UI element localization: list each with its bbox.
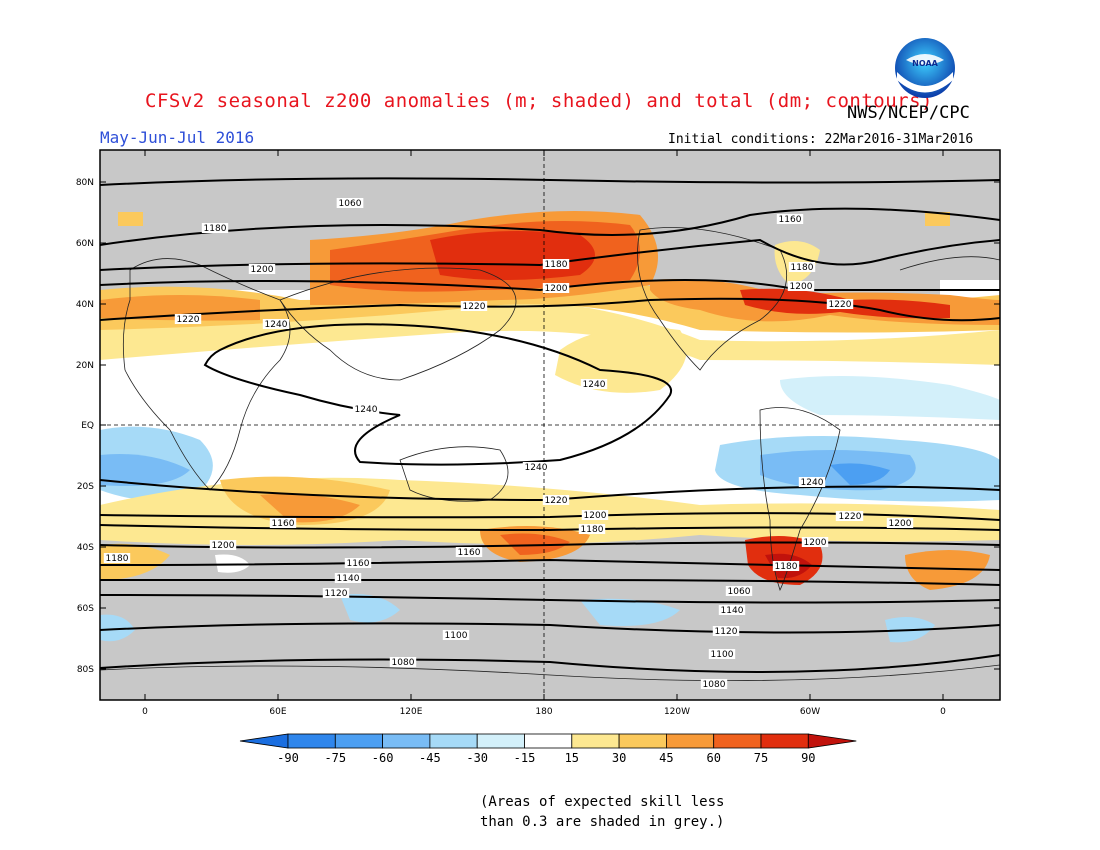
contour-label: 1160 (272, 519, 295, 529)
lon-tick-label: 60W (800, 707, 820, 717)
contour-label: 1220 (463, 302, 486, 312)
contour-label: 1120 (715, 627, 738, 637)
contour-label: 1080 (392, 658, 415, 668)
lat-tick-label: 60N (76, 239, 94, 249)
skill-note: (Areas of expected skill less than 0.3 a… (480, 792, 724, 832)
contour-label: 1140 (721, 606, 744, 616)
contour-label: 1240 (355, 405, 378, 415)
contour-label: 1220 (545, 496, 568, 506)
colorbar-label: 15 (565, 751, 579, 765)
contour-label: 1240 (801, 478, 824, 488)
contour-label: 1240 (265, 320, 288, 330)
colorbar-label: -15 (514, 751, 536, 765)
contour-label: 1160 (779, 215, 802, 225)
season-label: May-Jun-Jul 2016 (100, 128, 255, 147)
colorbar-label: -45 (419, 751, 441, 765)
contour-label: 1180 (791, 263, 814, 273)
colorbar: -90 -75 -60 -45 -30 -15 15 30 45 60 75 90 (239, 733, 857, 765)
contour-label: 1200 (804, 538, 827, 548)
contour-label: 1180 (775, 562, 798, 572)
anomaly-shading (100, 150, 1000, 700)
contour-label: 1120 (325, 589, 348, 599)
contour-label: 1100 (445, 631, 468, 641)
contour-label: 1200 (889, 519, 912, 529)
contour-label: 1160 (347, 559, 370, 569)
initial-conditions-label: Initial conditions: 22Mar2016-31Mar2016 (668, 132, 974, 147)
contour-label: 1180 (581, 525, 604, 535)
coastlines (100, 227, 1000, 682)
contour-label: 1060 (728, 587, 751, 597)
contour-label: 1200 (545, 284, 568, 294)
colorbar-label: -60 (372, 751, 394, 765)
contour-label: 1160 (458, 548, 481, 558)
contour-label: 1200 (212, 541, 235, 551)
lon-tick-label: 120W (664, 707, 690, 717)
lon-tick-label: 0 (142, 707, 148, 717)
colorbar-label: 45 (659, 751, 673, 765)
lon-tick-label: 180 (535, 707, 552, 717)
height-contours (100, 177, 1000, 673)
lat-tick-label: 40S (77, 543, 94, 553)
latitude-axis: 80N 60N 40N 20N EQ 20S 40S 60S 80S (76, 178, 1000, 675)
contour-label: 1200 (251, 265, 274, 275)
lat-tick-label: 20S (77, 482, 94, 492)
contour-label: 1240 (583, 380, 606, 390)
colorbar-label: -30 (466, 751, 488, 765)
skill-note-line-1: (Areas of expected skill less (480, 794, 725, 810)
map-title: CFSv2 seasonal z200 anomalies (m; shaded… (145, 90, 933, 112)
contour-label: 1060 (339, 199, 362, 209)
lat-tick-label: 80S (77, 665, 94, 675)
contour-label: 1100 (711, 650, 734, 660)
lon-tick-label: 120E (400, 707, 423, 717)
contour-label: 1180 (106, 554, 129, 564)
colorbar-label: 90 (801, 751, 815, 765)
contour-labels: 1160 1180 1200 1220 1240 1240 1220 1180 1200 1220… (103, 198, 914, 690)
colorbar-label: -90 (277, 751, 299, 765)
svg-text:NOAA: NOAA (912, 59, 938, 68)
lon-tick-label: 60E (269, 707, 286, 717)
contour-label: 1200 (584, 511, 607, 521)
contour-label: 1140 (337, 574, 360, 584)
noaa-logo-icon: NOAA (895, 38, 955, 98)
lat-tick-label: EQ (81, 421, 94, 431)
contour-label: 1180 (545, 260, 568, 270)
contour-label: 1220 (177, 315, 200, 325)
lat-tick-label: 60S (77, 604, 94, 614)
contour-label: 1220 (829, 300, 852, 310)
contour-label: 1240 (525, 463, 548, 473)
lat-tick-label: 20N (76, 361, 94, 371)
contour-label: 1200 (790, 282, 813, 292)
contour-label: 1220 (839, 512, 862, 522)
skill-note-line-2: than 0.3 are shaded in grey.) (480, 814, 725, 830)
colorbar-label: 75 (754, 751, 768, 765)
contour-label: 1180 (204, 224, 227, 234)
organization-label: NWS/NCEP/CPC (847, 103, 970, 123)
longitude-axis: 0 60E 120E 180 120W 60W 0 (142, 150, 946, 717)
colorbar-label: 30 (612, 751, 626, 765)
lon-tick-label: 0 (940, 707, 946, 717)
colorbar-label: 60 (706, 751, 720, 765)
colorbar-label: -75 (324, 751, 346, 765)
lat-tick-label: 40N (76, 300, 94, 310)
lat-tick-label: 80N (76, 178, 94, 188)
contour-label: 1080 (703, 680, 726, 690)
